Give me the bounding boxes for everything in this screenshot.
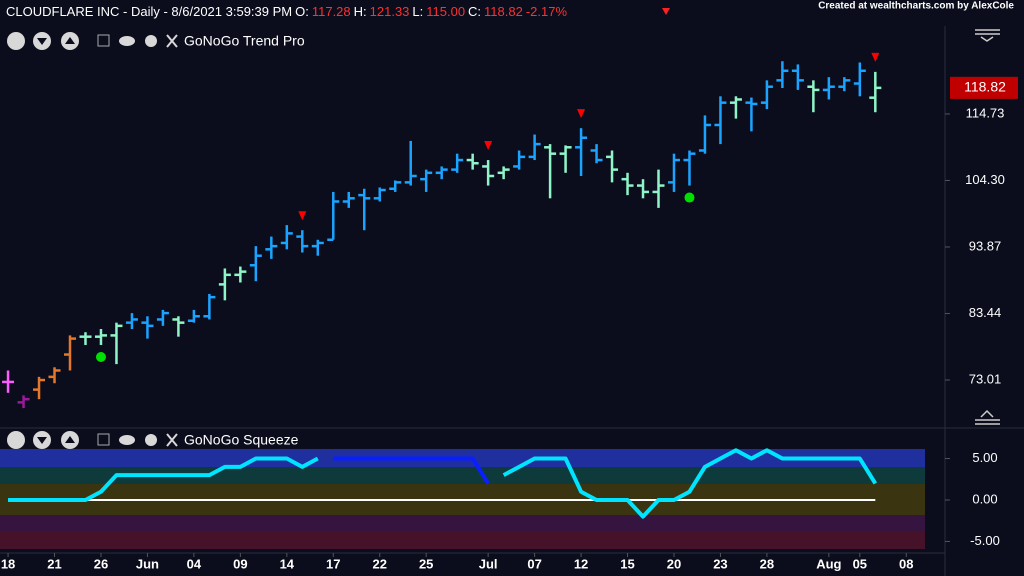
squeeze-line (333, 456, 490, 485)
x-tick-label: 22 (373, 556, 387, 571)
band (0, 467, 925, 484)
header-part: 115.00 (426, 4, 465, 19)
sell-marker (298, 211, 307, 221)
last-price-tag (950, 76, 1018, 99)
settings-button[interactable] (145, 434, 157, 446)
y-tick-label: 104.30 (965, 172, 1005, 187)
header-bar (0, 0, 1024, 26)
x-tick-label: 18 (1, 556, 15, 571)
x-tick-label: 23 (713, 556, 727, 571)
icon (65, 37, 75, 44)
x-tick-label: 25 (419, 556, 433, 571)
expand-button[interactable] (7, 32, 25, 50)
buy-marker (684, 192, 695, 203)
visibility-button[interactable] (119, 36, 135, 46)
header-part: -2.17% (526, 4, 568, 19)
scale-button[interactable] (975, 29, 1000, 42)
icon (37, 437, 47, 444)
x-tick-label: Aug (816, 556, 841, 571)
expand-button[interactable] (7, 431, 25, 449)
x-tick-label: 21 (47, 556, 61, 571)
indicator-title: GoNoGo Squeeze (184, 432, 299, 448)
scale-button[interactable] (975, 409, 1000, 425)
collapse-button[interactable] (97, 433, 110, 446)
close-button[interactable] (166, 34, 178, 48)
toolbar[interactable] (7, 32, 178, 50)
axis-controls[interactable] (975, 29, 1000, 425)
y-tick-label: 0.00 (972, 491, 997, 506)
y-tick-label: 83.44 (969, 305, 1002, 320)
x-tick-label: 09 (233, 556, 247, 571)
header-part: O: (295, 4, 309, 19)
y-tick-label: 114.73 (966, 105, 1005, 120)
y-tick-label: -5.00 (970, 533, 1000, 548)
header-part: 118.82 (484, 4, 523, 19)
header-part: H: (354, 4, 367, 19)
header-part: C: (468, 4, 481, 19)
credit: Created at wealthcharts.com by AlexCole (818, 1, 1014, 12)
x-tick-label: Jun (136, 556, 159, 571)
indicator-title: GoNoGo Trend Pro (184, 33, 305, 49)
x-tick-label: 26 (94, 556, 108, 571)
sell-marker (577, 109, 586, 119)
band (0, 531, 925, 549)
sell-marker (484, 141, 493, 151)
header-part: 121.33 (370, 4, 410, 19)
icon (37, 38, 47, 45)
x-tick-label: 04 (187, 556, 202, 571)
squeeze-line (502, 448, 878, 519)
x-tick-label: 07 (527, 556, 541, 571)
header: CLOUDFLARE INC - Daily - 8/6/2021 3:59:3… (6, 4, 567, 19)
sell-marker (871, 52, 880, 62)
header-part: 117.28 (312, 4, 351, 19)
toolbar[interactable] (7, 431, 178, 449)
band (0, 515, 925, 531)
down-arrow-icon (662, 8, 670, 15)
icon (65, 436, 75, 443)
visibility-button[interactable] (119, 435, 135, 445)
x-tick-label: 17 (326, 556, 340, 571)
x-tick-label: 28 (760, 556, 774, 571)
collapse-button[interactable] (97, 34, 110, 47)
y-tick-label: 73.01 (969, 371, 1002, 386)
x-tick-label: 20 (667, 556, 681, 571)
x-tick-label: 14 (280, 556, 295, 571)
buy-marker (95, 351, 106, 362)
header-part: CLOUDFLARE INC - Daily - 8/6/2021 3:59:3… (6, 4, 292, 19)
x-tick-label: 15 (620, 556, 634, 571)
y-tick-label: 5.00 (972, 450, 997, 465)
x-tick-label: 08 (899, 556, 913, 571)
settings-button[interactable] (145, 35, 157, 47)
x-tick-label: Jul (479, 556, 498, 571)
last-price-label: 118.82 (964, 79, 1006, 95)
y-tick-label: 93.87 (969, 238, 1002, 253)
squeeze-line (8, 456, 319, 502)
x-tick-label: 05 (853, 556, 867, 571)
close-button[interactable] (166, 433, 178, 447)
header-part: L: (412, 4, 423, 19)
x-tick-label: 12 (574, 556, 588, 571)
